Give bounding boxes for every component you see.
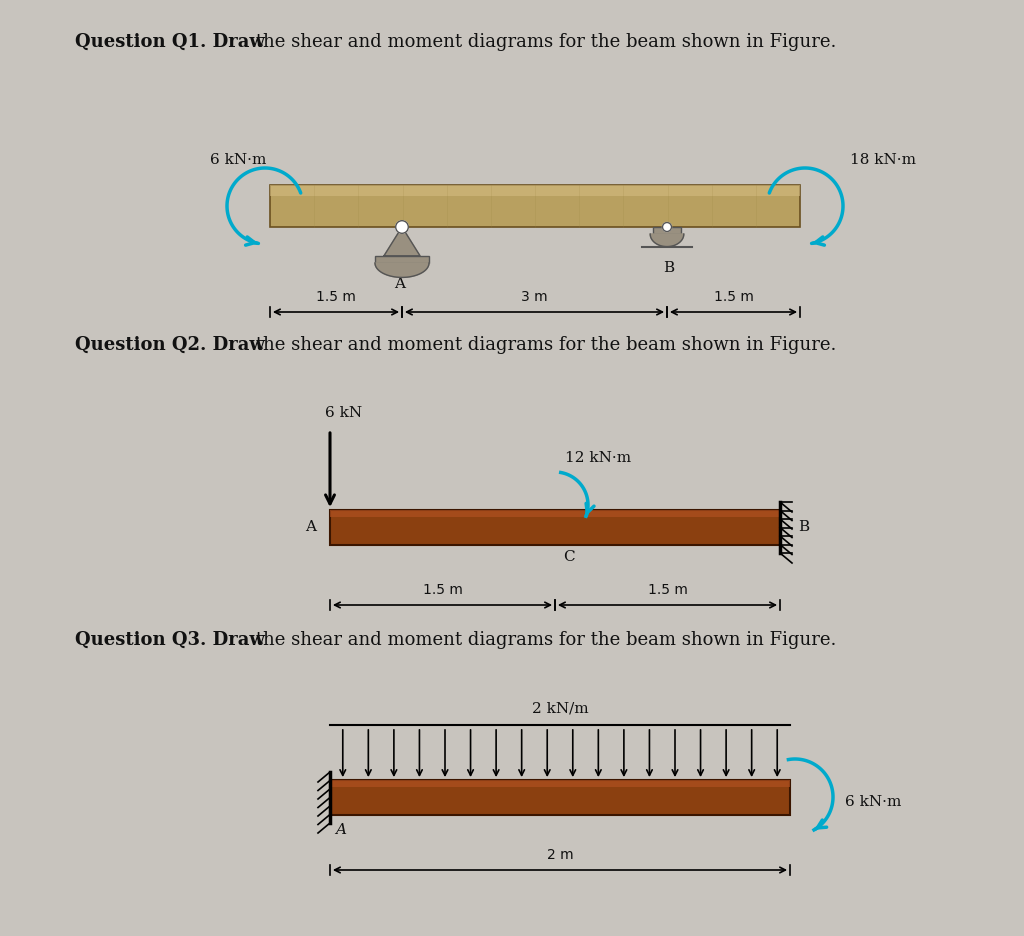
Text: Question Q3. Draw: Question Q3. Draw bbox=[75, 631, 265, 649]
Circle shape bbox=[663, 223, 672, 231]
Polygon shape bbox=[650, 234, 684, 246]
Text: Question Q2. Draw: Question Q2. Draw bbox=[75, 336, 265, 354]
Bar bbox=[270, 185, 800, 196]
Bar bbox=[330, 780, 790, 787]
Polygon shape bbox=[384, 227, 420, 256]
Bar bbox=[330, 510, 780, 545]
Text: A: A bbox=[394, 277, 406, 291]
Text: 1.5 m: 1.5 m bbox=[647, 583, 687, 597]
Text: Question Q1. Draw: Question Q1. Draw bbox=[75, 33, 265, 51]
Text: B: B bbox=[798, 520, 809, 534]
Text: B: B bbox=[664, 261, 675, 275]
Bar bbox=[653, 227, 681, 234]
Text: the shear and moment diagrams for the beam shown in Figure.: the shear and moment diagrams for the be… bbox=[250, 631, 837, 649]
Text: 6 kN·m: 6 kN·m bbox=[845, 795, 901, 809]
Text: 2 kN/m: 2 kN/m bbox=[531, 701, 589, 715]
Text: C: C bbox=[563, 550, 574, 564]
Text: 6 kN·m: 6 kN·m bbox=[210, 153, 266, 167]
Text: the shear and moment diagrams for the beam shown in Figure.: the shear and moment diagrams for the be… bbox=[250, 33, 837, 51]
Text: the shear and moment diagrams for the beam shown in Figure.: the shear and moment diagrams for the be… bbox=[250, 336, 837, 354]
Text: 1.5 m: 1.5 m bbox=[714, 290, 754, 304]
Text: 3 m: 3 m bbox=[521, 290, 548, 304]
Text: 1.5 m: 1.5 m bbox=[423, 583, 463, 597]
Bar bbox=[270, 185, 800, 227]
Circle shape bbox=[395, 221, 409, 233]
Bar bbox=[375, 256, 429, 263]
Bar bbox=[330, 780, 790, 815]
Bar bbox=[330, 510, 780, 517]
Text: 1.5 m: 1.5 m bbox=[316, 290, 356, 304]
Text: A: A bbox=[335, 823, 346, 837]
Polygon shape bbox=[375, 263, 429, 277]
Text: A: A bbox=[305, 520, 316, 534]
Text: 12 kN·m: 12 kN·m bbox=[565, 451, 631, 465]
Text: 18 kN·m: 18 kN·m bbox=[850, 153, 916, 167]
Text: 6 kN: 6 kN bbox=[325, 406, 362, 420]
Text: 2 m: 2 m bbox=[547, 848, 573, 862]
